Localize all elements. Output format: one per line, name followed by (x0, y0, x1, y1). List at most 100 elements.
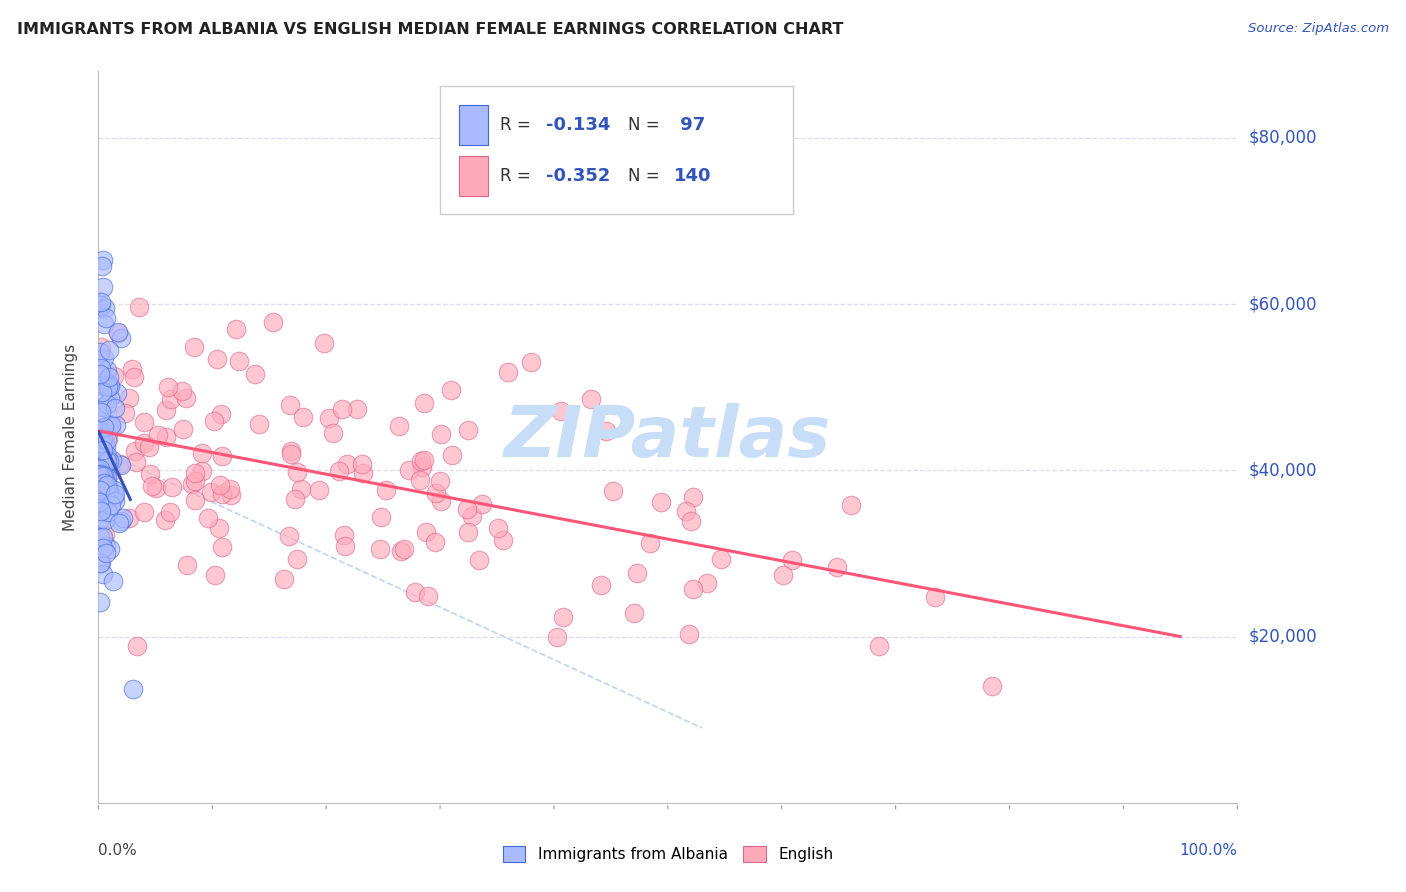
Point (141, 479, 163, 493)
Point (581, 392, 603, 406)
Text: -0.352: -0.352 (546, 167, 610, 185)
Point (461, 509, 484, 524)
Point (183, 340, 205, 354)
Point (412, 452, 434, 467)
Point (280, 398, 302, 412)
Point (184, 492, 207, 507)
Text: ZIPatlas: ZIPatlas (505, 402, 831, 472)
Point (352, 466, 374, 480)
Point (90, 385, 112, 400)
Point (87, 465, 110, 479)
FancyBboxPatch shape (460, 156, 488, 196)
Point (110, 514, 132, 528)
Point (228, 354, 250, 368)
Point (209, 407, 232, 421)
Point (589, 578, 612, 592)
Point (415, 524, 437, 539)
Point (981, 679, 1004, 693)
Point (90, 405, 112, 419)
Text: $40,000: $40,000 (1249, 461, 1317, 479)
Point (423, 535, 446, 549)
Point (90, 361, 112, 376)
Point (89, 301, 111, 315)
Point (118, 511, 141, 525)
Point (679, 514, 702, 528)
Point (98, 379, 121, 393)
Point (96, 363, 118, 377)
Point (425, 486, 447, 500)
Point (97, 343, 120, 357)
Point (285, 466, 308, 480)
Point (87, 514, 110, 528)
Point (839, 498, 862, 512)
Point (89, 345, 111, 359)
Point (98, 484, 121, 499)
Point (90, 556, 112, 570)
Point (96, 478, 118, 492)
Point (122, 682, 145, 697)
Point (180, 477, 202, 491)
Text: $20,000: $20,000 (1249, 628, 1317, 646)
Point (90, 298, 112, 312)
Point (280, 447, 302, 461)
Point (678, 626, 700, 640)
Point (285, 552, 308, 566)
Point (89, 595, 111, 609)
Point (105, 417, 128, 432)
Point (346, 402, 368, 417)
Point (160, 480, 183, 494)
Point (93, 351, 115, 366)
Text: 97: 97 (673, 116, 704, 134)
Point (333, 539, 356, 553)
Point (868, 640, 890, 654)
Point (520, 354, 543, 368)
Point (100, 417, 122, 432)
Point (121, 361, 143, 376)
FancyBboxPatch shape (440, 86, 793, 214)
Point (98, 542, 121, 557)
Point (170, 384, 193, 398)
Point (350, 458, 373, 472)
Point (87, 438, 110, 452)
Point (104, 487, 127, 501)
Point (89, 530, 111, 544)
Point (486, 521, 509, 535)
Point (157, 380, 180, 394)
Point (90, 504, 112, 518)
Point (98, 391, 121, 405)
Point (94, 546, 117, 560)
Point (496, 366, 519, 380)
Point (211, 487, 233, 501)
Y-axis label: Median Female Earnings: Median Female Earnings (63, 343, 77, 531)
Point (191, 445, 214, 459)
Point (91, 469, 114, 483)
Point (280, 444, 302, 458)
Point (197, 511, 219, 525)
Text: 100.0%: 100.0% (1180, 843, 1237, 858)
Point (330, 401, 353, 416)
Point (94, 401, 117, 416)
Point (204, 568, 226, 582)
Point (89, 421, 111, 435)
Point (94, 468, 117, 483)
Point (89, 494, 111, 508)
Point (103, 490, 125, 504)
Point (96, 470, 118, 484)
Point (924, 591, 946, 605)
Point (626, 566, 648, 580)
Point (292, 409, 315, 424)
Point (89, 435, 111, 450)
Point (89, 483, 111, 498)
Point (118, 391, 141, 405)
Point (155, 402, 177, 417)
Point (107, 326, 129, 340)
Point (94, 485, 117, 500)
Point (87, 473, 110, 487)
Point (208, 520, 231, 534)
Point (110, 458, 132, 472)
Point (159, 392, 181, 406)
Point (93, 474, 115, 488)
Point (225, 322, 247, 336)
Point (696, 576, 718, 591)
Point (96, 433, 118, 447)
